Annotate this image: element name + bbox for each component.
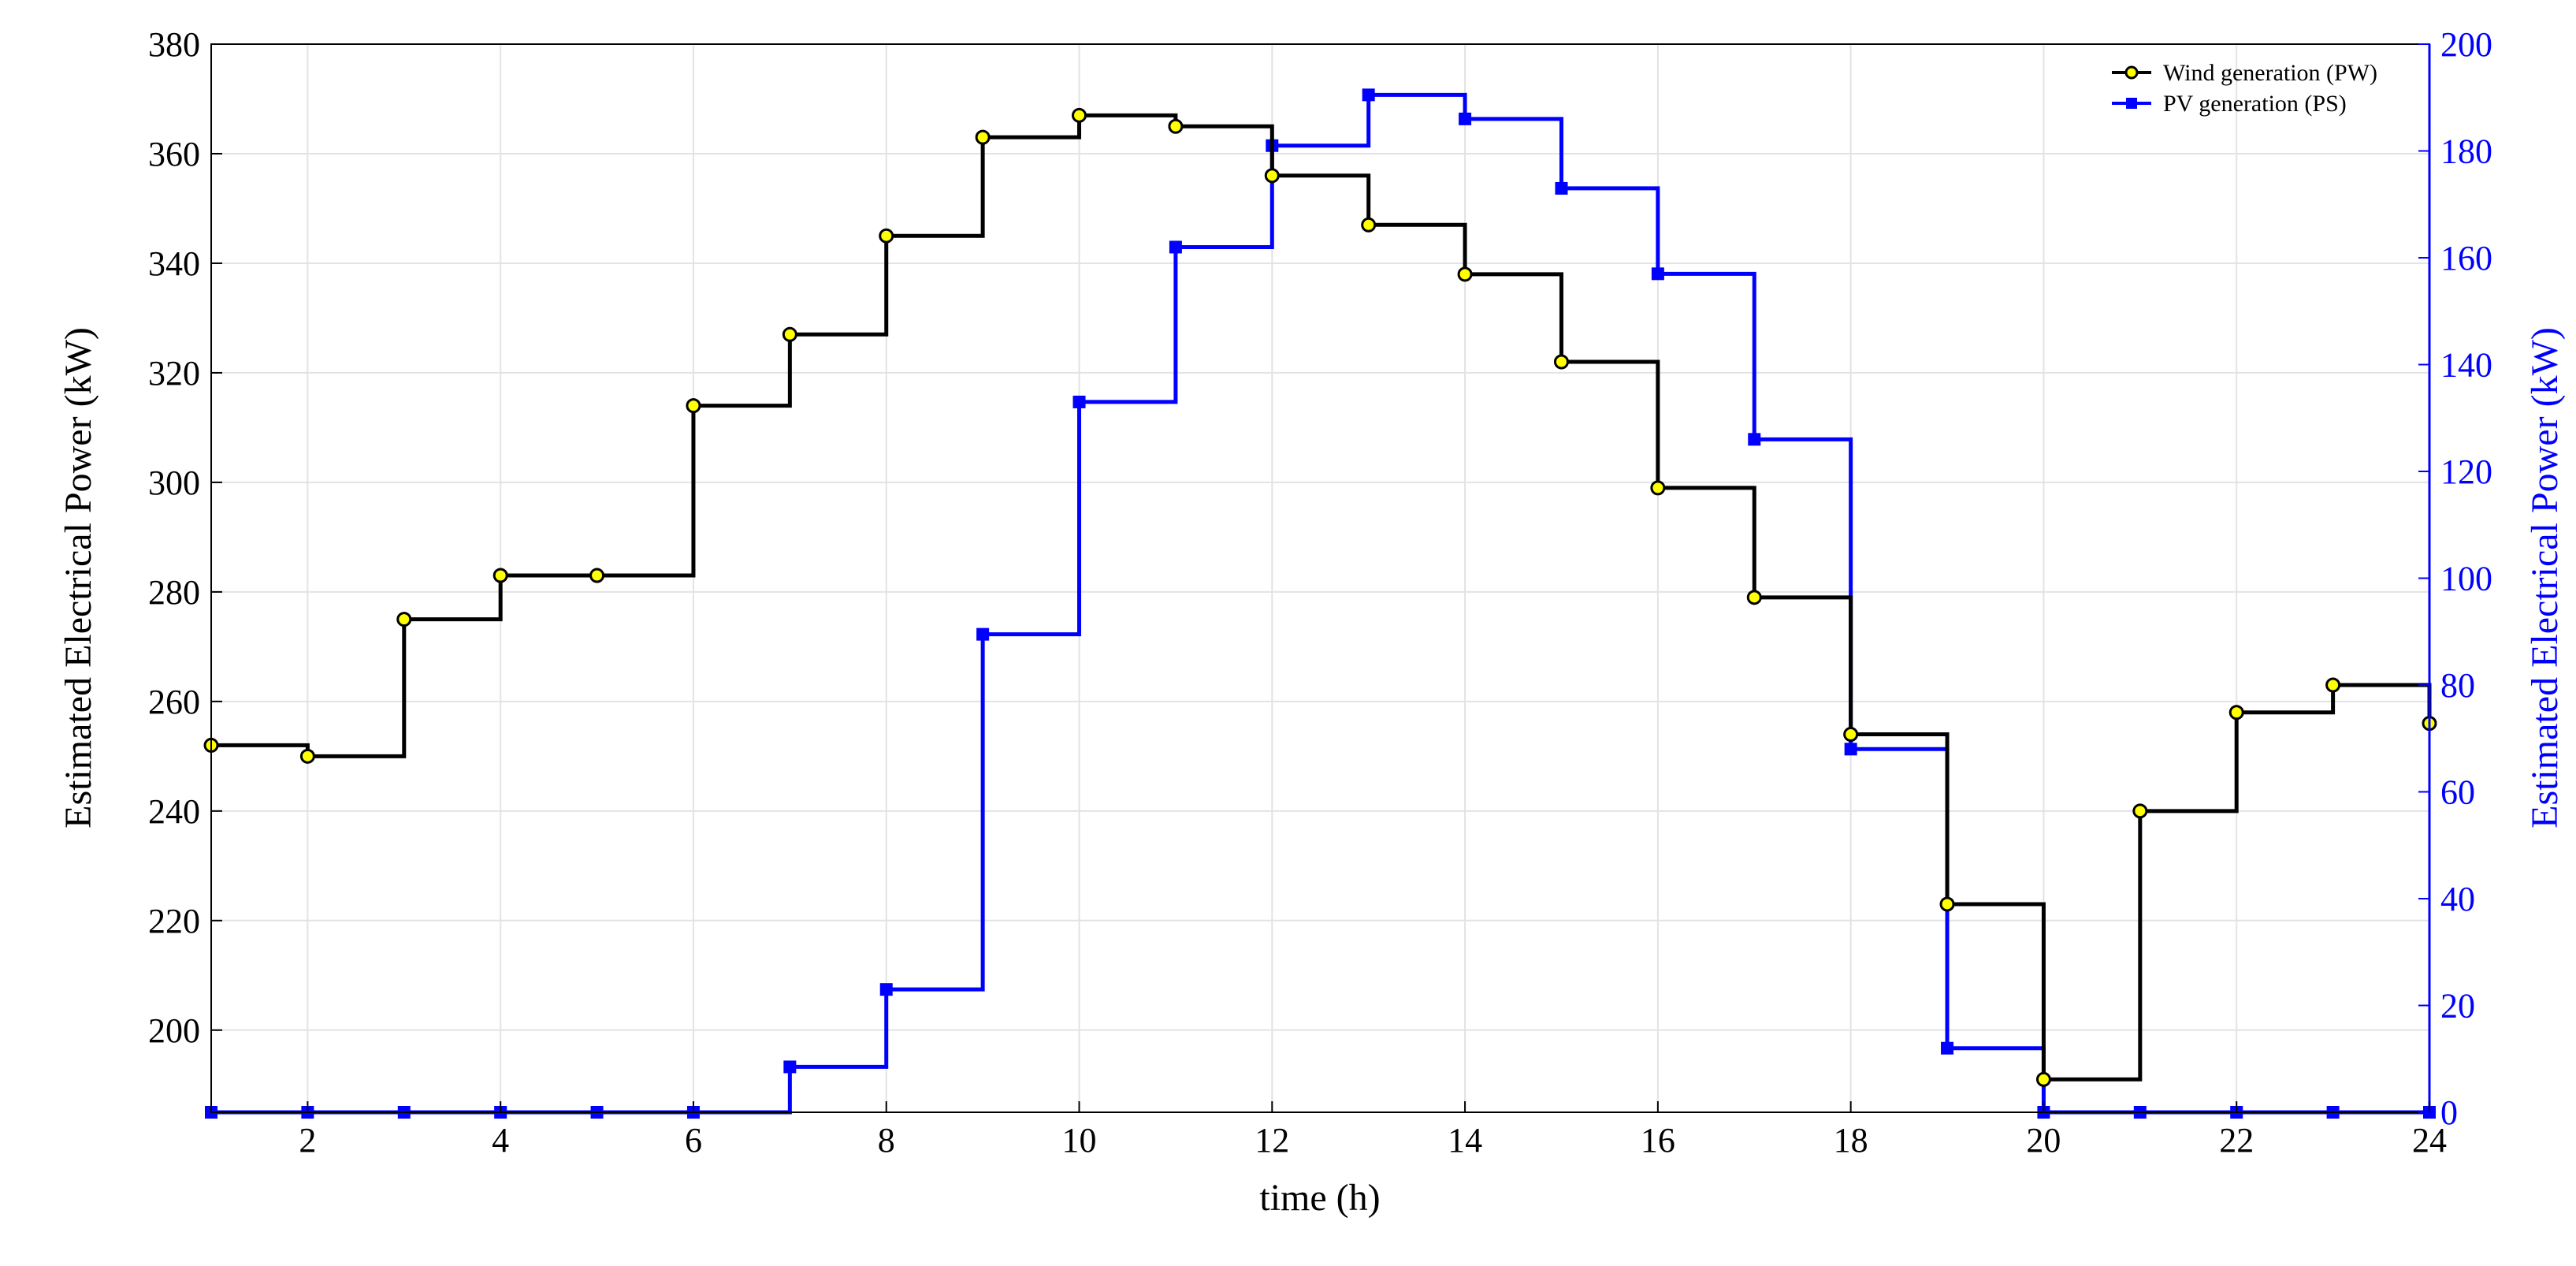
left-y-tick-label: 300 bbox=[148, 464, 200, 502]
left-axis-title: Estimated Electrical Power (kW) bbox=[58, 327, 99, 828]
wind-point bbox=[299, 748, 315, 764]
left-y-tick-label: 360 bbox=[148, 135, 200, 173]
x-tick-label: 6 bbox=[685, 1121, 702, 1160]
right-y-tick-label: 160 bbox=[2440, 239, 2492, 277]
pv-point bbox=[1651, 267, 1664, 281]
pv-point bbox=[1844, 743, 1857, 756]
left-y-tick-label: 220 bbox=[148, 902, 200, 940]
wind-point bbox=[1361, 217, 1377, 233]
wind-point bbox=[1168, 118, 1184, 134]
wind-point bbox=[493, 568, 508, 583]
right-y-tick-label: 20 bbox=[2440, 987, 2475, 1026]
wind-point bbox=[2325, 677, 2341, 693]
wind-point bbox=[2132, 803, 2148, 819]
wind-point bbox=[1939, 896, 1955, 912]
pv-point bbox=[1169, 240, 1182, 254]
wind-point bbox=[1553, 354, 1569, 370]
pv-point bbox=[1072, 395, 1086, 408]
wind-series bbox=[203, 107, 2437, 1087]
right-y-tick-label: 0 bbox=[2440, 1093, 2458, 1132]
x-axis-title: time (h) bbox=[1259, 1177, 1380, 1219]
right-y-tick-label: 80 bbox=[2440, 666, 2475, 705]
wind-point bbox=[1264, 168, 1280, 184]
left-y-tick-label: 280 bbox=[148, 573, 200, 612]
ticks: 2 4 6 8 10 12 14 16 18 20 22 2420022024026028030032… bbox=[148, 25, 2492, 1160]
x-tick-label: 20 bbox=[2026, 1121, 2061, 1160]
wind-point bbox=[1746, 590, 1762, 605]
plot-background bbox=[211, 44, 2429, 1112]
x-tick-label: 2 bbox=[299, 1121, 316, 1160]
wind-point bbox=[879, 228, 894, 244]
wind-point bbox=[2228, 705, 2244, 721]
pv-point bbox=[1459, 112, 1472, 125]
legend-pv-label: PV generation (PS) bbox=[2163, 91, 2347, 117]
wind-point bbox=[782, 326, 797, 342]
x-tick-label: 24 bbox=[2412, 1121, 2447, 1160]
legend-pv-marker bbox=[2126, 98, 2137, 109]
wind-point bbox=[1072, 107, 1087, 123]
wind-point bbox=[396, 612, 412, 627]
wind-point bbox=[589, 568, 605, 583]
right-y-tick-label: 140 bbox=[2440, 346, 2492, 385]
legend: Wind generation (PW) PV generation (PS) bbox=[2112, 60, 2377, 117]
legend-wind-label: Wind generation (PW) bbox=[2163, 60, 2377, 86]
left-y-tick-label: 320 bbox=[148, 354, 200, 393]
x-tick-label: 8 bbox=[878, 1121, 895, 1160]
wind-point bbox=[686, 398, 701, 414]
pv-point bbox=[1555, 181, 1568, 195]
wind-point bbox=[1457, 266, 1473, 282]
pv-point bbox=[1362, 88, 1375, 102]
left-y-tick-label: 240 bbox=[148, 792, 200, 831]
x-tick-label: 12 bbox=[1255, 1121, 1289, 1160]
x-tick-label: 16 bbox=[1641, 1121, 1675, 1160]
pv-point bbox=[879, 983, 893, 996]
wind-step-line bbox=[211, 113, 2432, 1082]
wind-point bbox=[1650, 480, 1666, 496]
pv-step-line bbox=[211, 92, 2429, 1115]
right-y-tick-label: 40 bbox=[2440, 880, 2475, 918]
right-y-tick-label: 60 bbox=[2440, 773, 2475, 812]
pv-point bbox=[976, 627, 990, 641]
pv-point bbox=[1941, 1041, 1954, 1055]
left-y-tick-label: 260 bbox=[148, 683, 200, 721]
x-tick-label: 14 bbox=[1448, 1121, 1482, 1160]
right-y-tick-label: 180 bbox=[2440, 132, 2492, 171]
pv-point bbox=[1748, 433, 1761, 446]
right-axis-title: Estimated Electrical Power (kW) bbox=[2524, 327, 2566, 828]
left-y-tick-label: 380 bbox=[148, 25, 200, 64]
x-tick-label: 18 bbox=[1834, 1121, 1868, 1160]
x-tick-label: 4 bbox=[492, 1121, 509, 1160]
left-y-tick-label: 200 bbox=[148, 1011, 200, 1050]
right-y-tick-label: 120 bbox=[2440, 452, 2492, 491]
pv-series bbox=[205, 88, 2436, 1119]
right-y-tick-label: 100 bbox=[2440, 560, 2492, 598]
wind-point bbox=[1843, 727, 1859, 743]
x-tick-label: 22 bbox=[2219, 1121, 2254, 1160]
x-tick-label: 10 bbox=[1062, 1121, 1097, 1160]
left-y-tick-label: 340 bbox=[148, 244, 200, 283]
wind-point bbox=[975, 129, 991, 145]
legend-wind-marker bbox=[2124, 65, 2139, 80]
wind-point bbox=[2035, 1071, 2051, 1087]
right-y-tick-label: 200 bbox=[2440, 25, 2492, 64]
pv-point bbox=[783, 1060, 797, 1074]
